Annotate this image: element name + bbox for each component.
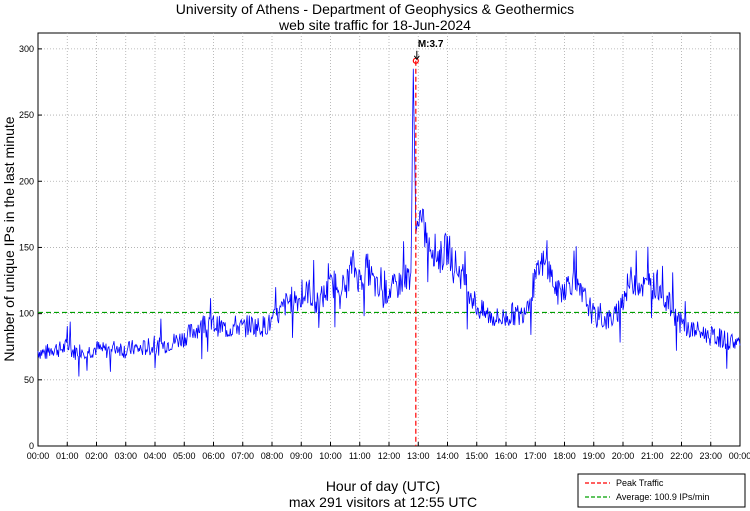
peak-group: M:3.7	[412, 39, 444, 446]
y-tick-label: 250	[19, 110, 34, 120]
x-axis-ticks: 00:00 01:00 02:00 03:00 04:00 05:00 06:00 07:00…	[27, 442, 750, 461]
x-tick-label: 15:00	[465, 451, 488, 461]
x-tick-label: 01:00	[56, 451, 79, 461]
y-tick-label: 100	[19, 309, 34, 319]
x-tick-label: 21:00	[641, 451, 664, 461]
y-axis-label: Number of unique IPs in the last minute	[1, 116, 17, 361]
x-tick-label: 16:00	[495, 451, 518, 461]
x-tick-label: 09:00	[290, 451, 313, 461]
y-tick-label: 300	[19, 44, 34, 54]
x-tick-label: 20:00	[612, 451, 635, 461]
x-tick-label: 02:00	[85, 451, 108, 461]
x-tick-label: 05:00	[173, 451, 196, 461]
x-tick-label: 22:00	[670, 451, 693, 461]
x-tick-label: 17:00	[524, 451, 547, 461]
y-tick-label: 50	[24, 375, 34, 385]
x-tick-label: 14:00	[436, 451, 459, 461]
plot-frame	[37, 32, 741, 447]
x-tick-label: 19:00	[582, 451, 605, 461]
legend: Peak Traffic Average: 100.9 IPs/min	[577, 473, 746, 508]
x-tick-label: 04:00	[144, 451, 167, 461]
traffic-series-line	[37, 68, 741, 377]
legend-peak-label: Peak Traffic	[616, 478, 664, 488]
x-tick-label: 23:00	[699, 451, 722, 461]
y-axis-ticks: 0 50 100 150 200 250 300	[19, 44, 42, 451]
x-tick-label: 11:00	[349, 451, 371, 461]
x-axis-label: Hour of day (UTC)	[326, 478, 440, 494]
x-tick-label: 10:00	[319, 451, 342, 461]
chart-title: University of Athens - Department of Geo…	[176, 1, 574, 17]
chart-subtitle: web site traffic for 18-Jun-2024	[278, 17, 471, 33]
x-tick-label: 00:00	[729, 451, 750, 461]
grid	[38, 33, 740, 446]
x-tick-label: 07:00	[231, 451, 254, 461]
plot-area: M:3.7	[37, 32, 741, 447]
y-tick-label: 150	[19, 242, 34, 252]
x-tick-label: 18:00	[553, 451, 576, 461]
y-tick-label: 0	[29, 441, 34, 451]
legend-average-label: Average: 100.9 IPs/min	[616, 492, 709, 502]
x-tick-label: 12:00	[378, 451, 401, 461]
x-tick-label: 13:00	[407, 451, 430, 461]
peak-annotation-arrowhead	[413, 55, 420, 61]
y-tick-label: 200	[19, 176, 34, 186]
peak-annotation-text: M:3.7	[418, 39, 444, 50]
x-tick-label: 03:00	[114, 451, 137, 461]
footer-text: max 291 visitors at 12:55 UTC	[289, 494, 477, 510]
legend-box	[577, 473, 746, 508]
x-tick-label: 00:00	[27, 451, 50, 461]
x-tick-label: 08:00	[261, 451, 284, 461]
x-tick-label: 06:00	[202, 451, 225, 461]
traffic-series-group	[37, 68, 741, 377]
